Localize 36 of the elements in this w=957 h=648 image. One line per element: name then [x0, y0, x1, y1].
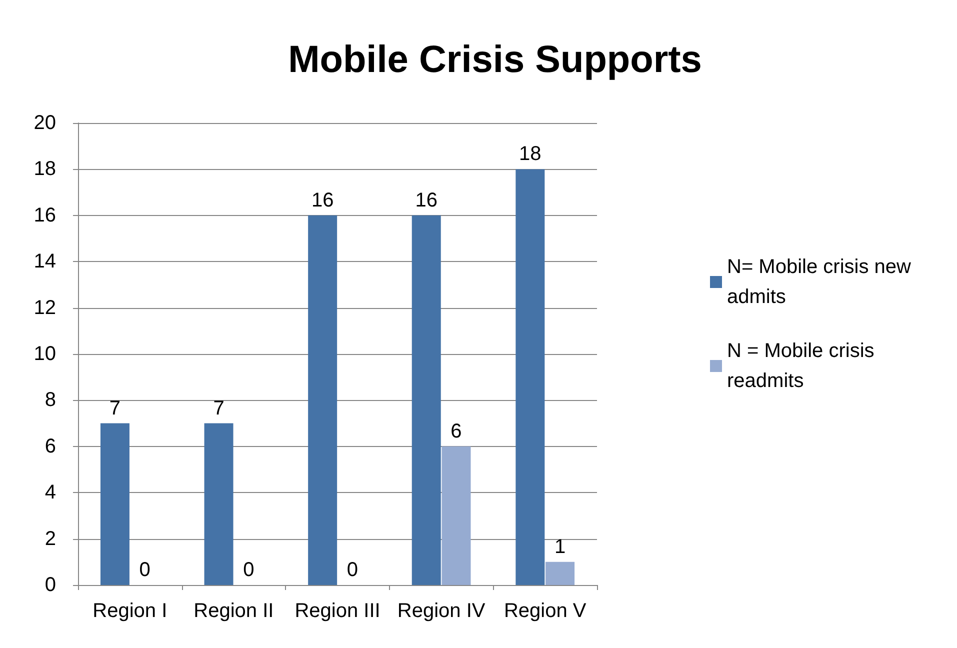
data-label: 0 [243, 559, 254, 581]
y-tick-label: 0 [44, 574, 56, 596]
y-tick-label: 2 [44, 528, 56, 550]
y-tick-label: 6 [44, 435, 56, 458]
data-label: 1 [554, 536, 566, 558]
data-label: 6 [450, 420, 462, 442]
y-tick-label: 8 [44, 389, 56, 412]
x-tick-label: Region II [194, 600, 274, 622]
x-tick-label: Region V [504, 600, 587, 622]
y-tick-label: 4 [44, 482, 56, 504]
data-label: 7 [213, 397, 224, 420]
bar [100, 423, 130, 585]
data-label: 18 [519, 143, 542, 166]
bar [204, 423, 234, 585]
y-tick-label: 18 [34, 158, 56, 180]
data-label: 16 [311, 189, 334, 212]
chart-title: Mobile Crisis Supports [288, 39, 702, 81]
bar [442, 446, 471, 585]
y-tick-label: 10 [34, 343, 56, 365]
data-label: 0 [346, 559, 358, 581]
x-tick-label: Region IV [397, 600, 486, 622]
data-label: 16 [415, 189, 438, 212]
y-tick-label: 16 [34, 204, 56, 226]
y-tick-label: 20 [34, 112, 56, 134]
legend-label: N = Mobile crisis readmits [727, 340, 880, 392]
bar [412, 215, 441, 585]
y-tick-label: 12 [34, 296, 56, 319]
data-label: 7 [109, 397, 121, 420]
y-tick-label: 14 [34, 250, 56, 273]
bar [308, 215, 338, 585]
data-label: 0 [139, 559, 150, 581]
x-tick-label: Region III [294, 600, 380, 622]
bar [546, 562, 575, 585]
x-tick-label: Region I [92, 600, 168, 622]
bar [516, 169, 545, 585]
legend-label: N= Mobile crisis new admits [727, 256, 917, 308]
